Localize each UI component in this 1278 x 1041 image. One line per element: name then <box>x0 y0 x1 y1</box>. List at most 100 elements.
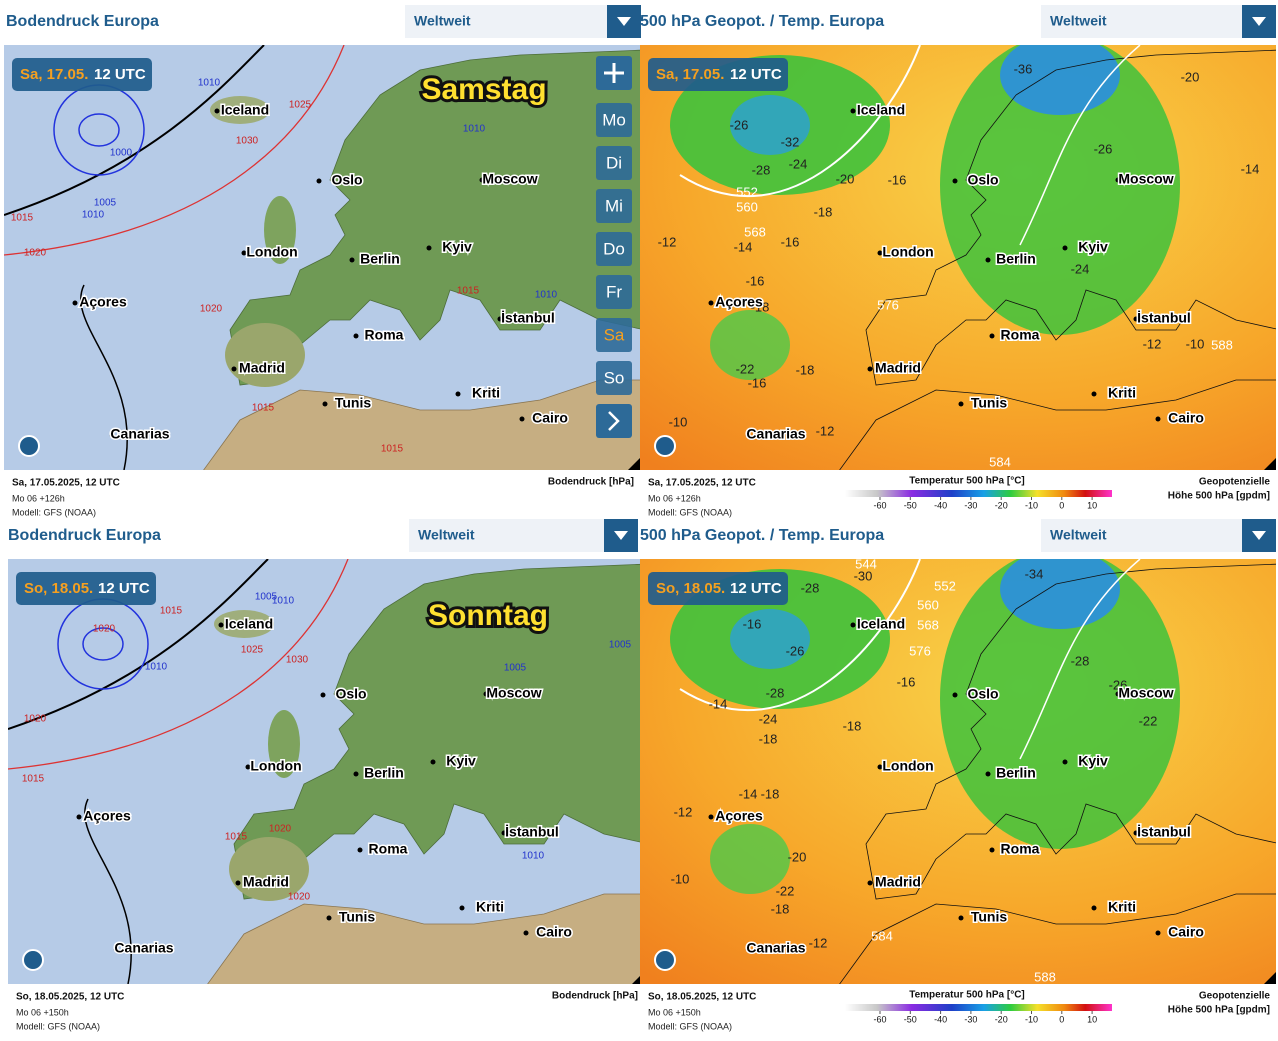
city-dot <box>985 257 991 263</box>
city-dot <box>519 416 525 422</box>
contour-label: -10 <box>671 871 690 886</box>
day-button[interactable] <box>596 103 632 137</box>
globe-icon[interactable] <box>654 435 676 457</box>
city-label: London <box>246 244 297 260</box>
contour-label: -22 <box>736 361 755 376</box>
city-label: Kyiv <box>442 239 472 255</box>
land-uk <box>264 196 296 264</box>
contour-label: 584 <box>871 928 893 943</box>
city-dot <box>76 814 82 820</box>
isobar <box>8 559 269 730</box>
city-label: İstanbul <box>505 824 559 840</box>
city-label: Roma <box>369 841 408 857</box>
geopot-line <box>1019 559 1141 760</box>
contour-label: -34 <box>1025 566 1044 581</box>
badge-day: So, 18.05. <box>656 580 725 597</box>
dropdown[interactable] <box>405 5 641 38</box>
city-dot <box>1091 905 1097 911</box>
contour-label: 1005 <box>255 592 278 603</box>
city-label: Berlin <box>360 251 400 267</box>
contour-label: -24 <box>789 156 808 171</box>
contour-label: 1010 <box>535 290 558 301</box>
next-button[interactable] <box>596 404 632 438</box>
globe-icon[interactable] <box>18 435 40 457</box>
globe-icon[interactable] <box>654 949 676 971</box>
day-button[interactable] <box>596 318 632 352</box>
dropdown[interactable] <box>1041 519 1276 552</box>
parameter-label: Höhe 500 hPa [gpdm] <box>1168 491 1270 502</box>
contour-label: -16 <box>897 674 916 689</box>
panel-title: Bodendruck Europa <box>6 13 159 30</box>
legend-tick-label: -20 <box>995 1014 1008 1024</box>
cold-core <box>730 609 810 669</box>
city-label: Canarias <box>110 426 169 442</box>
contour-label: 1010 <box>463 124 486 135</box>
city-label: Iceland <box>225 616 273 632</box>
city-dot <box>322 401 328 407</box>
city-label: London <box>882 758 933 774</box>
city-dot <box>985 771 991 777</box>
map <box>8 559 644 984</box>
land-uk <box>268 710 300 778</box>
city-label: Madrid <box>875 874 921 890</box>
contour-label: -18 <box>771 901 790 916</box>
contour-label: 1005 <box>504 663 527 674</box>
city-label: Oslo <box>967 686 998 702</box>
day-button[interactable] <box>596 189 632 223</box>
city-label: Cairo <box>536 924 572 940</box>
footer-run: Mo 06 +150h <box>648 1007 701 1017</box>
badge-time: 12 UTC <box>730 66 782 83</box>
day-button-label: Do <box>603 239 625 258</box>
city-label: Cairo <box>1168 410 1204 426</box>
dropdown-arrow <box>617 17 631 26</box>
day-button[interactable] <box>596 275 632 309</box>
contour-label: 1005 <box>94 198 117 209</box>
contour-label: -28 <box>1071 653 1090 668</box>
globe-icon[interactable] <box>22 949 44 971</box>
isobar-low <box>82 627 124 661</box>
legend-tick-label: -10 <box>1025 1014 1038 1024</box>
legend-bar <box>845 490 1112 497</box>
contour-label: -12 <box>816 423 835 438</box>
contour-label: 552 <box>736 184 758 199</box>
map <box>640 45 1276 470</box>
dropdown-arrow <box>1252 531 1266 540</box>
dropdown[interactable] <box>409 519 638 552</box>
next-arrow <box>608 411 620 431</box>
footer-date: So, 18.05.2025, 12 UTC <box>648 992 756 1003</box>
contour-label: 1020 <box>24 714 47 725</box>
city-label: Açores <box>715 294 763 310</box>
contour-label: -24 <box>759 711 778 726</box>
city-dot <box>218 622 224 628</box>
legend-tick-label: -20 <box>995 500 1008 510</box>
day-button[interactable] <box>596 146 632 180</box>
city-dot <box>1155 416 1161 422</box>
contour-label: 1010 <box>272 596 295 607</box>
day-button[interactable] <box>596 232 632 266</box>
city-dot <box>952 178 958 184</box>
city-dot <box>316 178 322 184</box>
city-label: Roma <box>1001 327 1040 343</box>
badge-day: So, 18.05. <box>24 580 93 597</box>
parameter-label: Höhe 500 hPa [gpdm] <box>1168 1005 1270 1016</box>
city-label: Berlin <box>996 251 1036 267</box>
city-label: Kriti <box>1108 899 1136 915</box>
land-iberia <box>229 837 309 901</box>
city-dot <box>349 257 355 263</box>
contour-label: -16 <box>746 273 765 288</box>
land-africa <box>207 893 644 984</box>
dropdown[interactable] <box>1041 5 1276 38</box>
contour-label: -18 <box>796 362 815 377</box>
city-dot <box>745 432 751 438</box>
city-label: Moscow <box>486 685 541 701</box>
day-button[interactable] <box>596 361 632 395</box>
land-iceland <box>210 96 270 124</box>
city-dot <box>455 391 461 397</box>
contour-label: -20 <box>836 171 855 186</box>
contour-label: 584 <box>989 454 1011 469</box>
city-label: Tunis <box>971 909 1008 925</box>
contour-label: 588 <box>1211 337 1233 352</box>
contour-label: 1010 <box>145 662 168 673</box>
city-dot <box>235 880 241 886</box>
